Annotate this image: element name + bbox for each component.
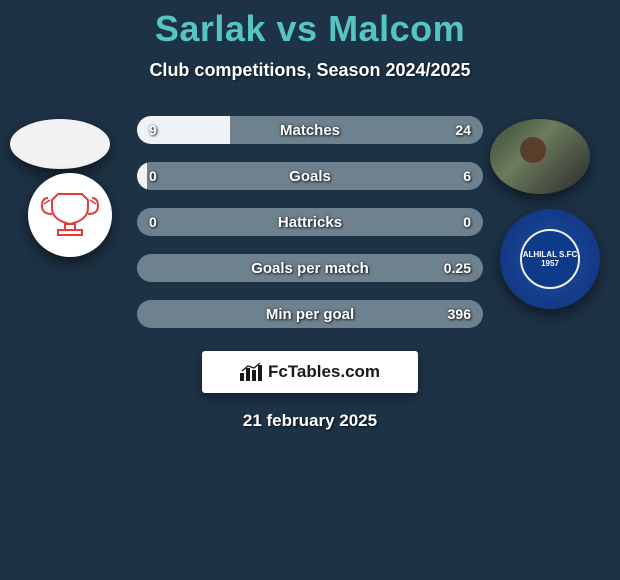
trophy-icon (40, 190, 100, 240)
stat-label: Min per goal (137, 300, 483, 328)
stat-value-right: 6 (463, 162, 471, 190)
subtitle: Club competitions, Season 2024/2025 (0, 60, 620, 81)
player2-club-crest: ALHILAL S.FC 1957 (500, 209, 600, 309)
stat-row: Min per goal396 (137, 300, 483, 328)
stat-value-right: 0 (463, 208, 471, 236)
stat-row: Hattricks0 0 (137, 208, 483, 236)
stat-value-right: 396 (448, 300, 471, 328)
stat-label: Goals (137, 162, 483, 190)
stat-label: Hattricks (137, 208, 483, 236)
stat-value-left: 0 (149, 162, 157, 190)
page-title: Sarlak vs Malcom (0, 8, 620, 50)
brand-text: FcTables.com (268, 362, 380, 382)
stat-value-left: 9 (149, 116, 157, 144)
player1-club-crest (28, 173, 112, 257)
stat-value-right: 0.25 (444, 254, 471, 282)
stat-label: Goals per match (137, 254, 483, 282)
stat-row: Matches9 24 (137, 116, 483, 144)
stat-value-right: 24 (455, 116, 471, 144)
date-label: 21 february 2025 (0, 411, 620, 431)
stats-stage: ALHILAL S.FC 1957 Matches924Goals06Hattr… (0, 101, 620, 461)
stat-value-left: 0 (149, 208, 157, 236)
bars-icon (240, 363, 262, 381)
stat-row: Goals per match0.25 (137, 254, 483, 282)
stat-label: Matches (137, 116, 483, 144)
comparison-card: Sarlak vs Malcom Club competitions, Seas… (0, 0, 620, 461)
stat-bars: Matches924Goals06Hattricks00Goals per ma… (137, 116, 483, 346)
player1-photo (10, 119, 110, 169)
player2-name: Malcom (328, 8, 465, 49)
crest-right-text: ALHILAL S.FC 1957 (520, 229, 580, 289)
player2-photo (490, 119, 590, 194)
brand-badge[interactable]: FcTables.com (202, 351, 418, 393)
stat-row: Goals0 6 (137, 162, 483, 190)
player1-name: Sarlak (155, 8, 266, 49)
vs-label: vs (277, 8, 318, 49)
